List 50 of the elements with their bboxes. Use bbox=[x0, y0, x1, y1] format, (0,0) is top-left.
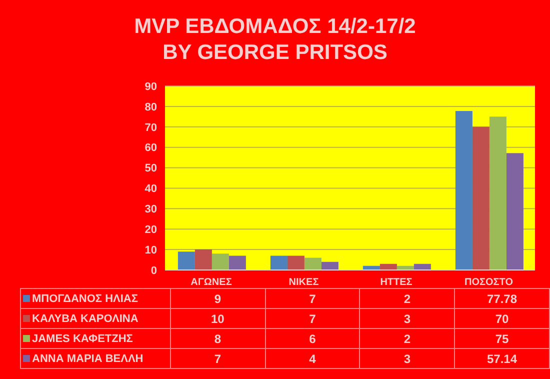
chart-title: MVP ΕΒΔΟΜΑΔΟΣ 14/2-17/2 bbox=[133, 14, 417, 40]
x-tick-label: ΠΟΣΟΣΤΟ bbox=[464, 277, 514, 288]
data-label: 2 bbox=[360, 288, 455, 308]
bar bbox=[321, 262, 338, 270]
data-label: 6 bbox=[265, 328, 360, 348]
data-label: 57.14 bbox=[454, 348, 550, 368]
y-tick-label: 50 bbox=[144, 162, 157, 175]
y-tick-label: 60 bbox=[144, 142, 157, 154]
data-label: 10 bbox=[170, 308, 266, 328]
bar bbox=[455, 110, 472, 270]
data-label: 7 bbox=[170, 348, 266, 368]
bar bbox=[194, 250, 212, 270]
data-label: 70 bbox=[454, 308, 550, 328]
data-label: 3 bbox=[360, 348, 455, 368]
data-label: 2 bbox=[360, 328, 455, 348]
legend-label: ΚΑΛΥΒΑ ΚΑΡΟΛΙΝΑ bbox=[20, 308, 170, 328]
data-label: 3 bbox=[360, 308, 455, 328]
legend-label: ΜΠΟΓΔΑΝΟΣ ΗΛΙΑΣ bbox=[20, 288, 170, 308]
data-label: 75 bbox=[454, 328, 550, 348]
x-tick-label: ΝΙΚΕΣ bbox=[288, 277, 319, 288]
bar bbox=[489, 116, 506, 270]
y-tick-label: 30 bbox=[144, 204, 157, 216]
bar bbox=[212, 254, 229, 270]
y-tick-label: 80 bbox=[144, 101, 157, 114]
bar bbox=[228, 256, 246, 270]
bar bbox=[414, 264, 431, 270]
bar bbox=[304, 258, 322, 270]
data-label: 77.78 bbox=[454, 288, 550, 308]
data-label: 7 bbox=[265, 288, 360, 308]
legend-label: JAMES ΚΑΦΕΤΖΗΣ bbox=[20, 328, 170, 348]
bar bbox=[506, 153, 524, 270]
data-label: 4 bbox=[265, 348, 360, 368]
legend-label: ΑΝΝΑ ΜΑΡΙΑ ΒΕΛΛΗ bbox=[20, 348, 170, 368]
bar bbox=[270, 256, 288, 270]
y-tick-label: 20 bbox=[144, 224, 157, 236]
y-tick-label: 10 bbox=[144, 244, 157, 256]
x-tick-label: ΑΓΩΝΕΣ bbox=[190, 277, 232, 288]
bar bbox=[472, 126, 490, 270]
y-tick-label: 70 bbox=[144, 122, 157, 134]
data-label: 8 bbox=[170, 328, 266, 348]
chart-subtitle: BY GEORGE PRITSOS bbox=[162, 40, 388, 66]
bar bbox=[380, 264, 397, 270]
y-tick-label: 40 bbox=[144, 183, 157, 196]
y-tick-label: 0 bbox=[150, 264, 157, 277]
data-label: 9 bbox=[170, 288, 266, 308]
bar bbox=[287, 256, 304, 270]
data-label: 7 bbox=[265, 308, 360, 328]
y-tick-label: 90 bbox=[144, 80, 157, 93]
bar bbox=[178, 252, 195, 270]
x-tick-label: ΗΤΤΕΣ bbox=[380, 277, 412, 288]
